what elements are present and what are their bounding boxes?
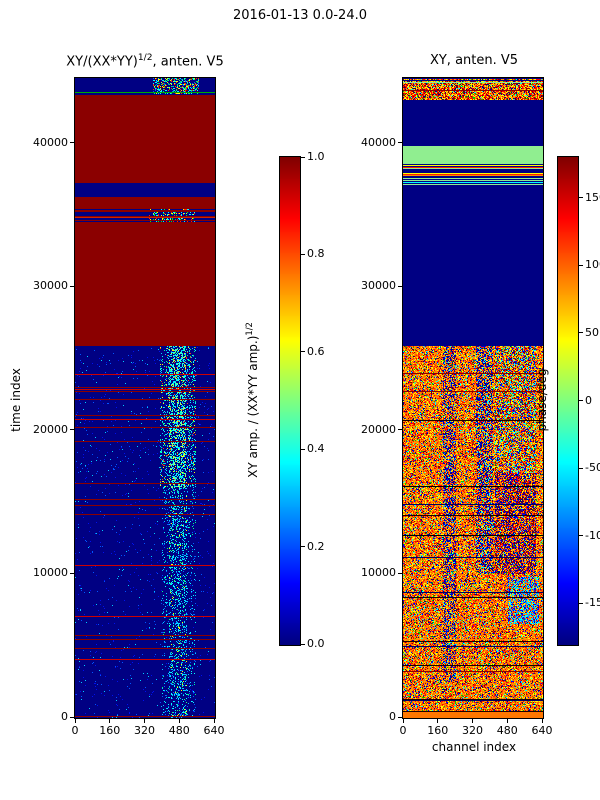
amp-colorbar-label: XY amp. / (XX*YY amp.)1/2: [244, 322, 260, 478]
colorbar-tick-label: 0.2: [307, 539, 325, 553]
y-tick-label: 30000: [361, 279, 396, 293]
colorbar-tick-mark: [301, 546, 305, 548]
colorbar-tick-label: 150: [585, 190, 600, 204]
phase-colorbar-label: phase/deg: [535, 368, 549, 432]
x-tick-mark: [541, 719, 543, 723]
x-tick-label: 480: [168, 724, 190, 737]
amp-title-text: XY/(XX*YY): [66, 54, 138, 70]
x-tick-mark: [402, 719, 404, 723]
colorbar-tick-label: 0.8: [307, 247, 325, 261]
amp-colorbar: [279, 156, 301, 646]
phase-colorbar: [557, 156, 579, 646]
x-tick-label: 0: [71, 724, 79, 737]
colorbar-tick-label: 100: [585, 258, 600, 272]
y-tick-mark: [398, 429, 402, 431]
y-tick-label: 30000: [33, 279, 68, 293]
phase-title-text: XY, anten. V5: [429, 53, 519, 68]
amp-colorbar-label-sup: 1/2: [244, 322, 254, 336]
y-tick-label: 20000: [33, 422, 68, 436]
colorbar-tick-label: 0.4: [307, 442, 325, 456]
x-tick-label: 480: [496, 724, 518, 737]
y-tick-label: 40000: [33, 135, 68, 149]
colorbar-tick-label: -50: [585, 461, 600, 475]
y-tick-label: 0: [389, 710, 396, 723]
y-axis-label: time index: [9, 368, 23, 432]
colorbar-tick-label: 1.0: [307, 150, 325, 163]
amp-panel-title: XY/(XX*YY)1/2, anten. V5: [30, 53, 260, 69]
x-tick-mark: [144, 719, 145, 723]
y-tick-mark: [70, 716, 74, 718]
y-tick-mark: [70, 285, 74, 287]
y-tick-label: 10000: [33, 566, 68, 580]
colorbar-tick-mark: [579, 400, 583, 401]
x-tick-label: 0: [399, 724, 407, 737]
x-tick-mark: [74, 719, 76, 723]
y-tick-mark: [398, 142, 402, 144]
x-tick-mark: [109, 719, 111, 723]
colorbar-tick-mark: [579, 264, 583, 266]
y-tick-mark: [398, 716, 402, 718]
amp-colorbar-label-text: XY amp. / (XX*YY amp.): [246, 335, 260, 478]
amp-title-sup: 1/2: [137, 53, 153, 63]
x-tick-label: 160: [99, 724, 121, 737]
colorbar-tick-mark: [579, 332, 583, 334]
x-tick-label: 320: [134, 724, 155, 737]
colorbar-tick-label: 0.6: [307, 344, 325, 358]
amp-title-suffix: , anten. V5: [152, 54, 224, 70]
y-tick-mark: [70, 429, 74, 431]
x-tick-label: 160: [427, 724, 449, 737]
x-tick-label: 320: [462, 724, 483, 737]
colorbar-tick-mark: [301, 643, 305, 645]
x-tick-mark: [437, 719, 439, 723]
colorbar-tick-mark: [301, 253, 305, 255]
y-tick-mark: [70, 572, 74, 574]
amp-heatmap: [74, 77, 216, 719]
x-tick-label: 640: [531, 724, 553, 737]
figure-title: 2016-01-13 0.0-24.0: [233, 8, 367, 23]
x-tick-mark: [178, 719, 180, 723]
y-tick-mark: [398, 285, 402, 287]
y-tick-label: 0: [61, 710, 68, 723]
y-tick-mark: [70, 142, 74, 144]
colorbar-tick-mark: [301, 448, 305, 450]
x-tick-mark: [472, 719, 473, 723]
y-tick-label: 20000: [361, 422, 396, 436]
colorbar-tick-label: 0.0: [307, 637, 325, 650]
colorbar-tick-label: 50: [585, 325, 599, 339]
colorbar-tick-mark: [301, 156, 305, 158]
colorbar-tick-label: -150: [585, 596, 600, 610]
y-tick-label: 10000: [361, 566, 396, 580]
colorbar-tick-mark: [579, 197, 583, 199]
y-tick-mark: [398, 572, 402, 574]
x-tick-mark: [506, 719, 508, 723]
colorbar-tick-mark: [579, 602, 583, 604]
colorbar-tick-mark: [579, 535, 583, 537]
colorbar-tick-label: 0: [585, 393, 592, 407]
colorbar-tick-mark: [579, 467, 583, 469]
colorbar-tick-label: -100: [585, 528, 600, 542]
phase-heatmap: [402, 77, 544, 719]
phase-panel-title: XY, anten. V5: [359, 53, 589, 68]
x-tick-label: 640: [203, 724, 225, 737]
x-axis-label: channel index: [431, 740, 517, 754]
y-tick-label: 40000: [361, 135, 396, 149]
colorbar-tick-mark: [301, 351, 305, 353]
x-tick-mark: [213, 719, 215, 723]
